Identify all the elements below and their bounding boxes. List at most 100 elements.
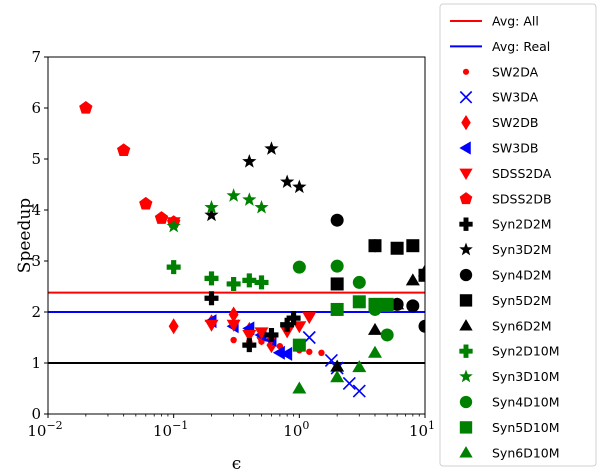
- point-Syn5D10M-0: [292, 338, 306, 352]
- legend-item-Syn2D2M: Syn2D2M: [459, 217, 552, 232]
- x-tick-label: 10−1: [153, 419, 188, 440]
- legend-label: SDSS2DB: [492, 191, 552, 206]
- legend-label: Syn5D10M: [492, 420, 560, 435]
- point-Syn2D2M-2: [264, 327, 279, 342]
- point-Syn3D2M-1: [242, 154, 257, 168]
- legend-item-Avg: Real: Avg: Real: [450, 39, 550, 54]
- legend-marker: [459, 421, 473, 434]
- point-Syn4D10M-2: [352, 275, 366, 289]
- point-SDSS2DB-1: [117, 143, 131, 156]
- legend-marker: [459, 268, 473, 282]
- point-SDSS2DA-3: [242, 329, 257, 342]
- legend-box: [439, 3, 597, 467]
- point-SW3DA-4: [352, 384, 366, 398]
- y-tick-label: 6: [31, 99, 41, 117]
- legend-label: SW2DB: [492, 115, 538, 130]
- legend-marker: [459, 168, 473, 181]
- point-SW2DB-2: [228, 306, 239, 323]
- point-Syn5D10M-3: [368, 297, 382, 311]
- point-Syn5D2M-0: [330, 277, 344, 291]
- point-SDSS2DB-2: [139, 196, 153, 210]
- point-Syn4D10M-1: [330, 259, 344, 273]
- legend-item-Syn6D2M: Syn6D2M: [459, 318, 552, 333]
- point-Syn5D10M-2: [352, 295, 366, 309]
- legend-label: Syn3D2M: [492, 242, 552, 257]
- y-tick-label: 5: [31, 150, 41, 168]
- point-Syn6D10M-2: [352, 360, 367, 373]
- legend-item-SDSS2DB: SDSS2DB: [459, 191, 552, 206]
- series-Syn2D10M: [166, 260, 269, 291]
- point-Syn3D10M-0: [166, 218, 181, 233]
- legend-item-Syn2D10M: Syn2D10M: [459, 344, 560, 359]
- point-Syn6D10M-1: [330, 370, 345, 383]
- point-Syn5D2M-3: [406, 239, 420, 253]
- legend-label: Syn2D10M: [492, 344, 560, 359]
- legend-label: Syn2D2M: [492, 217, 552, 232]
- point-Syn2D10M-2: [226, 276, 241, 291]
- point-Syn6D10M-4: [380, 299, 395, 312]
- legend-label: SW2DA: [492, 64, 539, 79]
- point-Syn5D2M-1: [368, 239, 382, 253]
- point-Syn3D10M-3: [242, 192, 257, 206]
- series-Syn6D10M: [292, 299, 395, 394]
- plot-marks: [48, 101, 425, 398]
- point-Syn5D2M-2: [390, 241, 404, 255]
- point-Syn2D10M-0: [166, 260, 181, 275]
- legend-marker: [459, 242, 473, 256]
- point-Syn4D10M-0: [292, 260, 306, 274]
- legend-label: Syn6D2M: [492, 318, 552, 333]
- legend-label: Syn3D10M: [492, 369, 560, 384]
- point-SW3DB-6: [280, 346, 293, 361]
- point-SW3DB-5: [272, 345, 285, 360]
- point-Syn4D10M-4: [380, 328, 394, 342]
- y-tick-label: 2: [31, 303, 41, 321]
- x-axis-label: ϵ: [232, 454, 242, 473]
- legend-item-Syn3D2M: Syn3D2M: [459, 242, 552, 257]
- legend-marker: [462, 68, 470, 75]
- legend-item-Syn5D10M: Syn5D10M: [459, 420, 560, 435]
- x-tick-label: 101: [409, 419, 435, 440]
- series-Syn4D2M: [330, 213, 425, 333]
- point-Syn3D10M-1: [204, 199, 219, 214]
- legend-marker: [459, 369, 473, 383]
- point-Syn2D10M-1: [204, 271, 219, 286]
- point-SDSS2DA-1: [204, 319, 219, 332]
- legend-label: SW3DA: [492, 90, 539, 105]
- legend-label: Syn4D10M: [492, 395, 560, 410]
- point-Syn3D2M-2: [264, 141, 279, 155]
- point-Syn6D2M-3: [405, 273, 420, 286]
- legend-item-SW2DA: SW2DA: [462, 64, 539, 79]
- point-Syn3D2M-3: [280, 174, 295, 189]
- legend-item-Syn3D10M: Syn3D10M: [459, 369, 560, 384]
- legend-item-Syn4D2M: Syn4D2M: [459, 268, 552, 283]
- point-SDSS2DA-4: [254, 327, 269, 340]
- legend-label: SDSS2DA: [492, 166, 552, 181]
- point-SW2DA-6: [306, 348, 313, 355]
- point-Syn2D2M-1: [242, 338, 257, 353]
- legend-label: Syn6D10M: [492, 445, 560, 460]
- x-tick-label: 10−2: [27, 419, 62, 440]
- plot-frame: [47, 56, 426, 415]
- point-Syn2D10M-4: [254, 275, 269, 290]
- point-Syn2D2M-0: [204, 291, 219, 306]
- legend-marker: [459, 294, 473, 307]
- point-Syn6D2M-4: [418, 264, 425, 277]
- point-SDSS2DB-0: [79, 101, 93, 114]
- series-Syn5D10M: [292, 295, 394, 352]
- legend-item-SW3DB: SW3DB: [459, 141, 538, 156]
- y-tick-label: 7: [31, 48, 41, 66]
- point-SW2DA-7: [318, 349, 325, 356]
- point-Syn5D10M-1: [330, 302, 344, 316]
- point-Syn4D2M-4: [418, 319, 425, 333]
- point-SW2DA-0: [230, 336, 237, 344]
- series-Syn2D2M: [204, 291, 301, 353]
- legend-label: Avg: Real: [492, 39, 550, 54]
- legend-label: Syn4D2M: [492, 268, 552, 283]
- legend-marker: [459, 90, 473, 104]
- point-Syn6D10M-0: [292, 381, 307, 394]
- legend-item-Syn5D2M: Syn5D2M: [459, 293, 552, 308]
- legend-marker: [459, 446, 473, 458]
- point-Syn2D2M-4: [286, 311, 301, 326]
- point-SDSS2DA-2: [226, 319, 241, 332]
